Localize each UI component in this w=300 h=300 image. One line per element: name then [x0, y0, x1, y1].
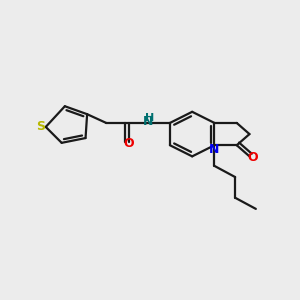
Text: S: S: [36, 120, 45, 133]
Text: N: N: [143, 115, 153, 128]
Text: N: N: [208, 143, 219, 156]
Text: O: O: [123, 137, 134, 150]
Text: H: H: [145, 113, 154, 123]
Text: O: O: [248, 152, 258, 164]
